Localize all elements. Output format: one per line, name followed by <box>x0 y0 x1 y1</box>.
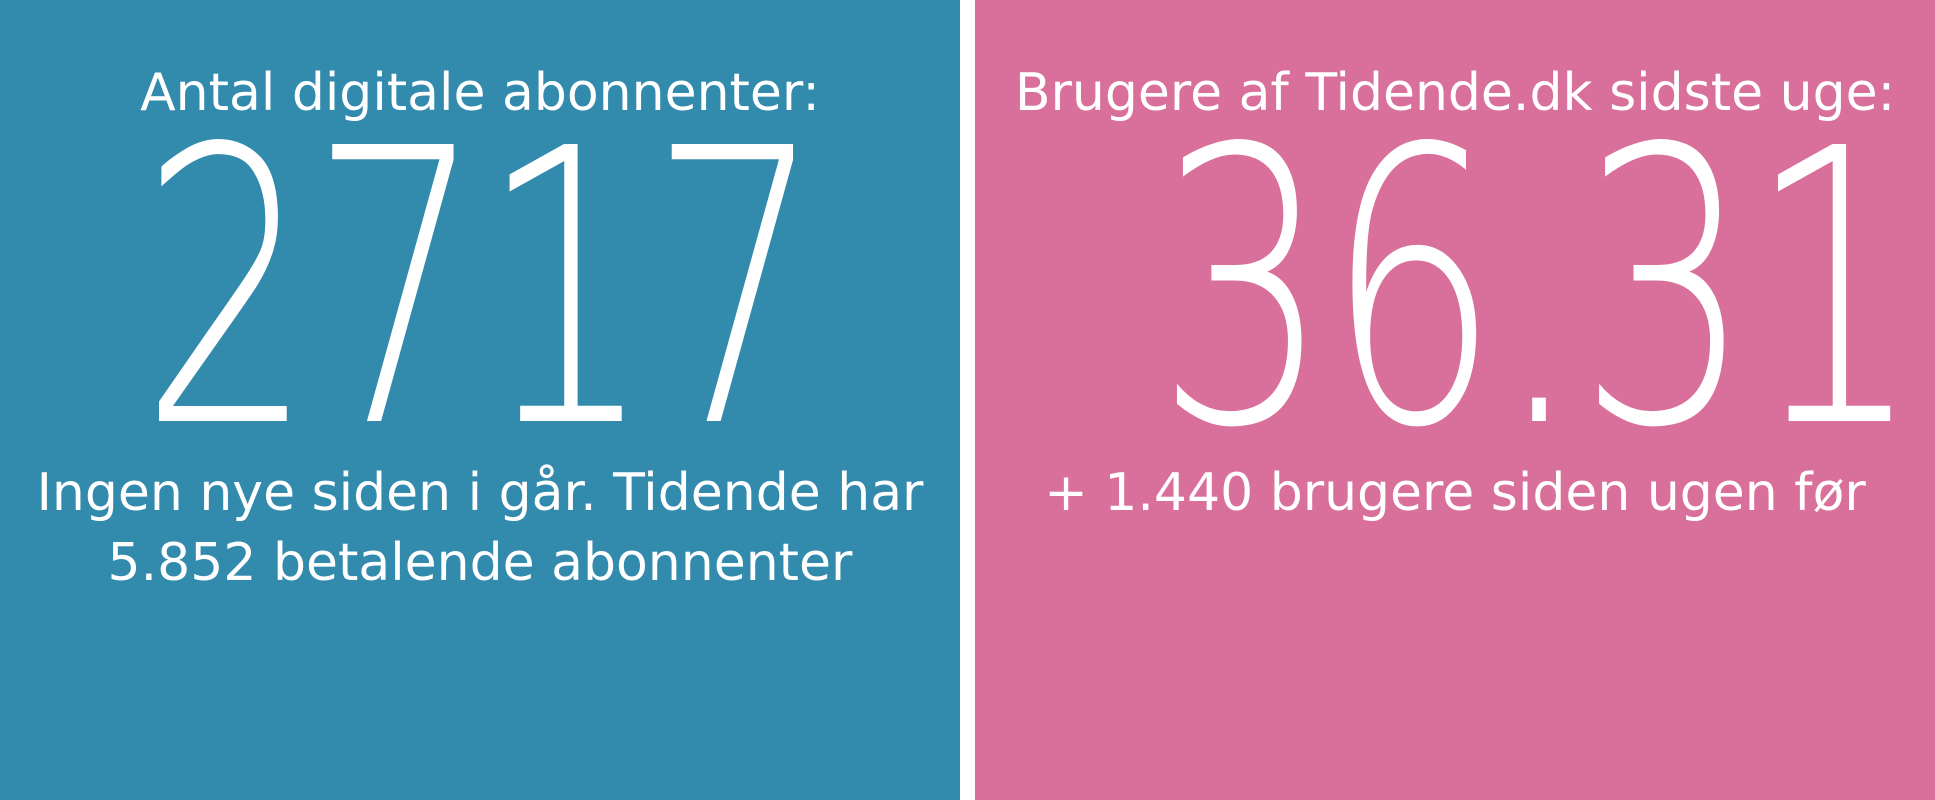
users-count: 36.316 <box>975 68 1935 511</box>
subscribers-heading: Antal digitale abonnenter: <box>140 63 820 123</box>
users-note-line-1: + 1.440 brugere siden ugen før <box>1044 463 1866 523</box>
users-count-value: 36.316 <box>1156 68 1935 511</box>
users-panel: Brugere af Tidende.dk sidste uge: 36.316… <box>975 0 1935 800</box>
subscribers-count-value: 2717 <box>140 68 823 511</box>
users-heading: Brugere af Tidende.dk sidste uge: <box>1014 63 1896 123</box>
subscribers-note-line-2: 5.852 betalende abonnenter <box>107 533 853 593</box>
subscribers-count: 2717 <box>0 68 960 511</box>
users-note: + 1.440 brugere siden ugen før <box>975 458 1935 528</box>
subscribers-note: Ingen nye siden i går. Tidende har 5.852… <box>0 458 960 598</box>
subscribers-note-line-1: Ingen nye siden i går. Tidende har <box>36 463 924 523</box>
subscribers-panel: Antal digitale abonnenter: 2717 Ingen ny… <box>0 0 960 800</box>
